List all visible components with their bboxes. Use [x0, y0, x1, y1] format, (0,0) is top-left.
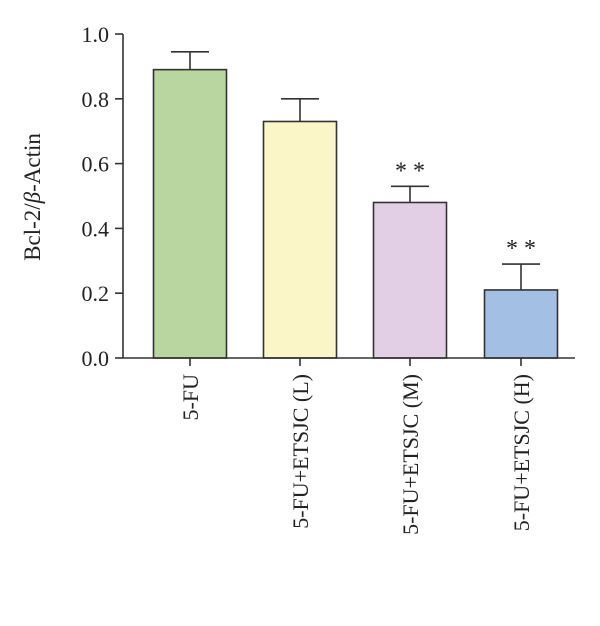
- y-tick-label: 0.4: [82, 216, 110, 241]
- y-axis-label-part-2: β: [20, 191, 45, 204]
- significance-marker: * *: [395, 158, 425, 184]
- y-axis: 0.0 0.2 0.4 0.6 0.8 1.0: [82, 22, 124, 371]
- y-axis-label: Bcl-2/β-Actin: [20, 133, 45, 261]
- x-category-label: 5-FU+ETSJC (H): [509, 374, 534, 531]
- bar: [372, 201, 448, 359]
- y-tick-label: 0.6: [82, 152, 110, 177]
- x-category-label: 5-FU: [178, 374, 203, 421]
- bar: [152, 68, 228, 359]
- y-tick-label: 1.0: [82, 22, 110, 47]
- bar: [262, 120, 338, 359]
- y-tick-label: 0.0: [82, 346, 110, 371]
- y-tick-label: 0.2: [82, 281, 110, 306]
- bar: [483, 289, 559, 359]
- y-axis-label-part-3: -Actin: [20, 133, 45, 192]
- x-axis: 5-FU 5-FU+ETSJC (L) 5-FU+ETSJC (M) 5-FU+ETS…: [123, 357, 575, 535]
- bars-group: * * * *: [152, 51, 559, 359]
- x-category-label: 5-FU+ETSJC (L): [288, 374, 313, 529]
- significance-marker: * *: [506, 236, 536, 262]
- y-tick-label: 0.8: [82, 87, 110, 112]
- x-category-label: 5-FU+ETSJC (M): [398, 374, 423, 535]
- y-axis-label-part-1: Bcl-2/: [20, 203, 45, 261]
